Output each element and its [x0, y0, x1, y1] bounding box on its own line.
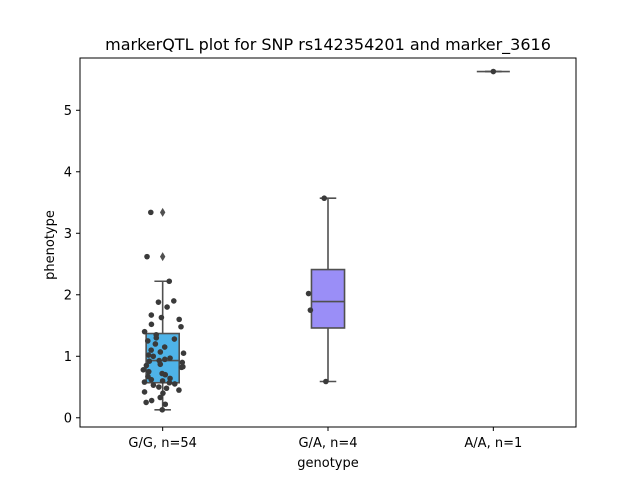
data-point [180, 363, 186, 370]
data-point [159, 370, 165, 377]
data-point [150, 353, 157, 360]
data-point [157, 394, 164, 401]
data-point [145, 368, 152, 375]
data-point [144, 338, 151, 344]
data-point [166, 379, 173, 386]
y-tick-label: 2 [64, 288, 72, 303]
data-point [157, 349, 164, 355]
y-tick-label: 3 [64, 227, 72, 242]
data-point [162, 356, 168, 363]
data-point [176, 387, 182, 393]
y-axis: 0 1 2 3 4 5 [64, 104, 80, 426]
data-point [305, 290, 312, 297]
data-point [141, 328, 148, 335]
data-point [180, 350, 187, 357]
data-point [159, 378, 166, 384]
data-point [167, 355, 173, 361]
data-point [143, 362, 150, 369]
data-point [321, 195, 328, 202]
points-1 [305, 195, 329, 385]
data-point [147, 209, 154, 216]
chart-title: markerQTL plot for SNP rs142354201 and m… [105, 35, 551, 55]
data-point [178, 323, 184, 330]
data-point [170, 298, 177, 304]
data-point [148, 312, 155, 318]
data-point [167, 375, 173, 382]
data-point [161, 344, 168, 350]
data-point [166, 278, 173, 285]
data-point [141, 379, 148, 385]
data-point [171, 336, 178, 342]
data-point [144, 253, 150, 260]
data-point [145, 352, 152, 358]
data-point [153, 331, 160, 338]
data-point [176, 316, 182, 323]
data-point [171, 381, 178, 387]
data-point [156, 384, 162, 390]
y-tick-label: 0 [64, 411, 72, 426]
data-point [152, 341, 159, 347]
x-tick-label: G/G, n=54 [128, 436, 196, 451]
data-point [164, 304, 170, 310]
outlier-marker [159, 207, 166, 217]
data-point [307, 307, 314, 313]
y-tick-label: 5 [64, 104, 72, 119]
data-point [323, 378, 329, 385]
x-tick-label: G/A, n=4 [298, 436, 357, 451]
data-point [163, 385, 170, 392]
plot-area [79, 57, 577, 428]
data-point [146, 358, 153, 364]
box-iqr [310, 268, 346, 329]
data-point [150, 382, 157, 388]
data-point [148, 321, 155, 328]
data-point [156, 357, 162, 364]
box-1 [310, 197, 346, 383]
x-axis: G/G, n=54 G/A, n=4 A/A, n=1 [128, 427, 522, 451]
data-point [148, 347, 154, 353]
data-point [158, 314, 165, 321]
data-point [140, 367, 147, 373]
y-axis-label: phenotype [43, 210, 58, 280]
points-2 [490, 68, 497, 75]
data-point [148, 397, 155, 404]
y-tick-label: 4 [64, 165, 72, 180]
data-point [145, 373, 151, 380]
data-point [179, 359, 186, 366]
data-point [155, 299, 162, 305]
outlier-marker [159, 252, 166, 262]
data-point [160, 390, 166, 396]
x-tick-label: A/A, n=1 [464, 436, 522, 451]
data-point [162, 401, 169, 408]
points-0 [140, 209, 187, 413]
data-point [141, 389, 148, 395]
x-axis-label: genotype [297, 456, 358, 471]
y-tick-label: 1 [64, 350, 72, 365]
data-point [490, 68, 497, 75]
data-point [143, 399, 149, 406]
data-point [159, 406, 166, 413]
